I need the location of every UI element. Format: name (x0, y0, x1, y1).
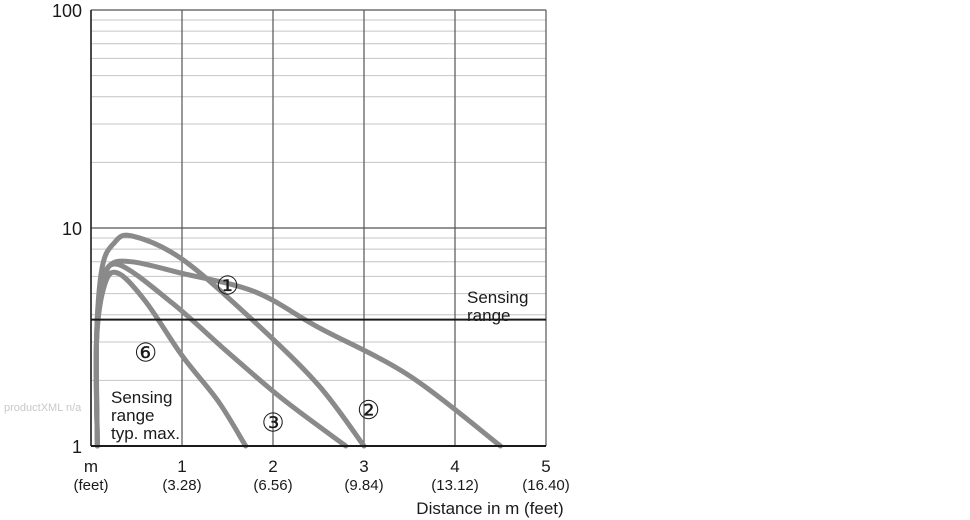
minor-gridlines (91, 19, 546, 381)
x-tick-sublabel: (9.84) (344, 477, 383, 494)
typ-max-label-line2: range (111, 406, 154, 425)
y-tick-label: 1 (72, 437, 82, 457)
typ-max-label-line1: Sensing (111, 388, 172, 407)
x-tick-label: 2 (268, 457, 277, 476)
x-axis-label: Distance in m (feet) (416, 499, 563, 518)
curve-marker-3: ③ (261, 407, 284, 437)
x-tick-sublabel: (3.28) (162, 477, 201, 494)
x-tick-sublabel: (16.40) (522, 477, 570, 494)
curve-4 (93, 269, 249, 449)
x-tick-label: 5 (541, 457, 550, 476)
sensing-range-label-line1: Sensing (467, 288, 528, 307)
typ-max-label-line3: typ. max. (111, 424, 180, 443)
sensing-range-label-line2: range (467, 306, 510, 325)
curve-markers: ① ② ③ ⑥ (134, 270, 380, 437)
curve-marker-4: ⑥ (134, 338, 157, 368)
curve-marker-1: ① (216, 270, 239, 300)
y-tick-label: 100 (52, 1, 82, 21)
x-tick-sublabel: (6.56) (253, 477, 292, 494)
x-tick-label: m (84, 457, 98, 476)
x-tick-label: 3 (359, 457, 368, 476)
x-tick-label: 1 (177, 457, 186, 476)
y-tick-label: 10 (62, 219, 82, 239)
x-tick-label: 4 (450, 457, 459, 476)
x-tick-sublabel: (feet) (73, 477, 108, 494)
y-tick-labels: 1 10 100 (52, 1, 82, 457)
curve-marker-2: ② (357, 395, 380, 425)
axes (90, 10, 546, 447)
watermark: productXML n/a (4, 402, 82, 414)
x-tick-labels: m(feet) 1(3.28) 2(6.56) 3(9.84) 4(13.12) 5(16… (73, 457, 569, 494)
x-tick-sublabel: (13.12) (431, 477, 479, 494)
